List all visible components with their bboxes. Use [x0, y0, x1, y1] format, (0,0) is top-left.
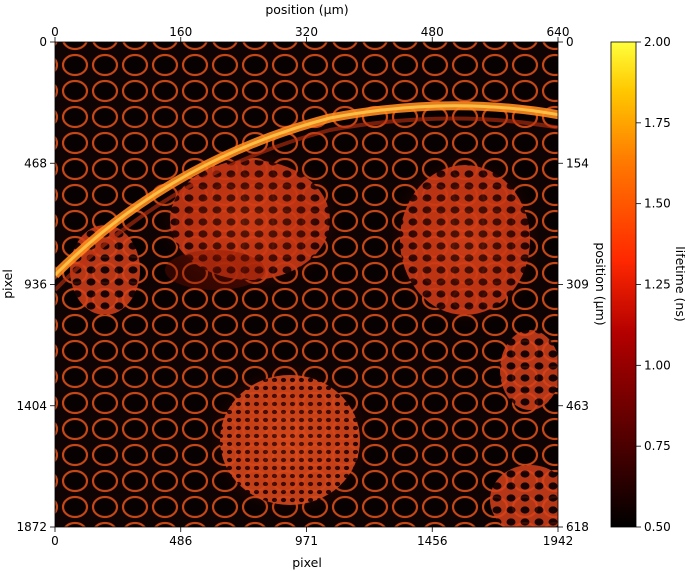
- colorbar-label: lifetime (ns): [673, 246, 685, 321]
- top-tick-label: 320: [295, 25, 318, 39]
- bottom-tick-label: 486: [169, 534, 192, 548]
- left-axis-label: pixel: [0, 269, 15, 299]
- right-tick-label: 154: [566, 156, 589, 170]
- left-tick-label: 1872: [16, 520, 47, 534]
- right-tick-label: 618: [566, 520, 589, 534]
- bottom-axis-label: pixel: [292, 555, 322, 570]
- colorbar-tick-label: 0.75: [644, 439, 671, 453]
- top-axis: 0 160 320 480 640: [51, 25, 569, 42]
- left-tick-label: 936: [24, 278, 47, 292]
- vascular-bundle-right-lower: [500, 330, 558, 410]
- bottom-tick-label: 1942: [543, 534, 574, 548]
- left-tick-label: 1404: [16, 399, 47, 413]
- lifetime-image: [55, 42, 558, 527]
- colorbar-tick-label: 1.50: [644, 197, 671, 211]
- colorbar-tick-label: 1.75: [644, 116, 671, 130]
- vascular-bundle-left: [70, 225, 140, 315]
- left-axis: 0 468 936 1404 1872: [16, 35, 55, 534]
- bottom-tick-label: 0: [51, 534, 59, 548]
- right-tick-label: 0: [566, 35, 574, 49]
- right-tick-label: 463: [566, 399, 589, 413]
- colorbar-tick-label: 0.50: [644, 520, 671, 534]
- top-axis-label: position (μm): [265, 2, 348, 17]
- colorbar-tick-label: 1.25: [644, 278, 671, 292]
- bottom-axis: 0 486 971 1456 1942: [51, 527, 573, 548]
- top-tick-label: 0: [51, 25, 59, 39]
- right-axis: 0 154 309 463 618: [558, 35, 589, 534]
- top-tick-label: 480: [421, 25, 444, 39]
- right-axis-label: position (μm): [593, 242, 608, 325]
- vascular-bundle-bottom-right: [490, 465, 558, 527]
- top-tick-label: 640: [547, 25, 570, 39]
- colorbar: [610, 41, 637, 528]
- bottom-tick-label: 971: [295, 534, 318, 548]
- left-tick-label: 468: [24, 156, 47, 170]
- colorbar-tick-label: 1.00: [644, 358, 671, 372]
- left-tick-label: 0: [39, 35, 47, 49]
- colorbar-axis: 2.00 1.75 1.50 1.25 1.00 0.75 0.50: [636, 35, 671, 534]
- right-tick-label: 309: [566, 278, 589, 292]
- top-tick-label: 160: [169, 25, 192, 39]
- bottom-tick-label: 1456: [417, 534, 448, 548]
- colorbar-tick-label: 2.00: [644, 35, 671, 49]
